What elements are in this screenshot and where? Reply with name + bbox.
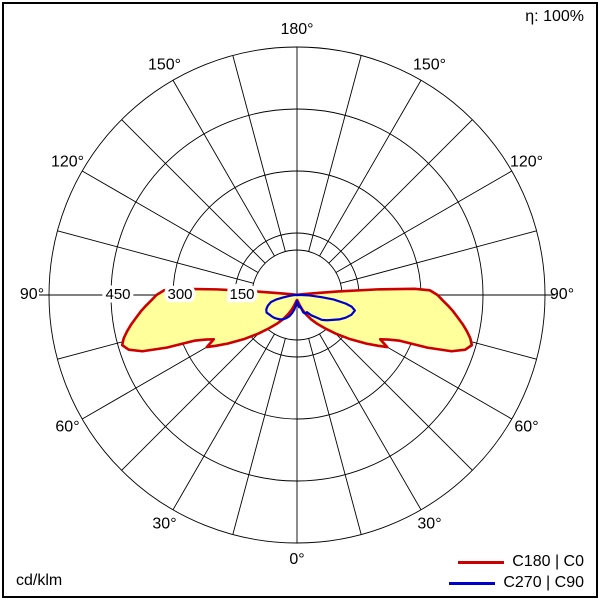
unit-label: cd/klm (16, 572, 63, 589)
grid-spoke (319, 80, 422, 257)
grid-spoke (340, 230, 537, 284)
angle-label: 60° (55, 419, 79, 436)
grid-spoke (172, 333, 275, 510)
legend: C180 | C0 C270 | C90 (449, 553, 584, 592)
angle-label: 30° (152, 516, 176, 533)
angle-label: 150° (148, 57, 181, 74)
angle-label: 90° (20, 286, 44, 303)
grid-spoke (121, 119, 266, 264)
legend-line-c270-c90 (449, 581, 496, 585)
grid-spoke (82, 170, 259, 273)
grid-spoke (308, 338, 362, 535)
radial-tick-label: 450 (105, 286, 130, 303)
radial-tick-label: 150 (229, 286, 254, 303)
angle-label: 120° (510, 154, 543, 171)
legend-label-c270-c90: C270 | C90 (503, 574, 584, 591)
angle-label: 0° (289, 551, 304, 568)
angle-label: 90° (550, 286, 574, 303)
series-curve-c270-c90 (265, 293, 356, 322)
grid-spoke (308, 55, 362, 252)
angle-label: 120° (51, 154, 84, 171)
grid-spoke (232, 55, 286, 252)
efficiency-label: η: 100% (525, 8, 584, 25)
grid-spoke (232, 338, 286, 535)
angle-label: 30° (417, 516, 441, 533)
grid-spoke (57, 230, 254, 284)
angle-label: 180° (280, 21, 313, 38)
radial-tick-label: 300 (167, 286, 192, 303)
legend-item-c270-c90: C270 | C90 (449, 574, 584, 592)
legend-line-c180-c0 (458, 560, 505, 564)
legend-item-c180-c0: C180 | C0 (458, 553, 584, 571)
grid-spoke (328, 326, 473, 471)
grid-spoke (319, 333, 422, 510)
legend-label-c180-c0: C180 | C0 (512, 553, 584, 570)
grid-spoke (172, 80, 275, 257)
angle-label: 60° (514, 419, 538, 436)
grid-spoke (335, 170, 512, 273)
angle-label: 150° (413, 57, 446, 74)
grid-spoke (328, 119, 473, 264)
grid-spoke (121, 326, 266, 471)
